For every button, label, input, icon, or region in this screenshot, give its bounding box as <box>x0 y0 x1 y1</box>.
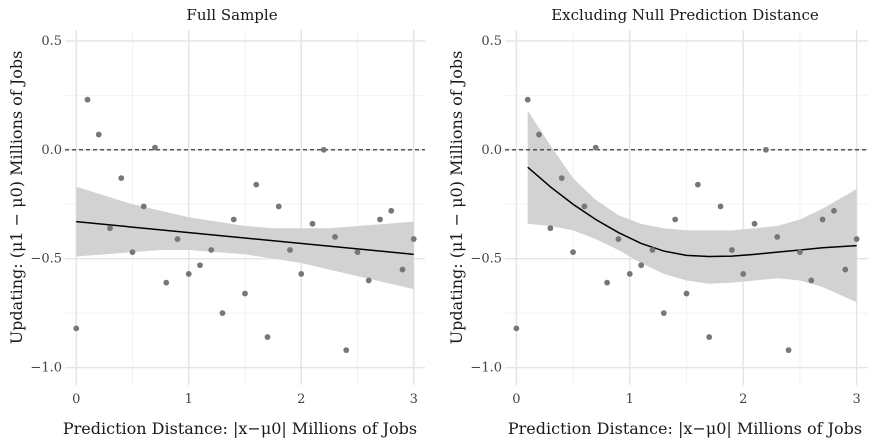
data-point <box>513 325 520 332</box>
data-point <box>763 146 769 153</box>
data-point <box>797 249 803 256</box>
data-point <box>185 271 192 277</box>
data-point <box>298 271 305 277</box>
x-tick-label: 1 <box>185 392 193 407</box>
y-axis-label: Updating: (μ1 − μ0) Millions of Jobs <box>447 51 466 345</box>
panel-1: 0 1 2 3 −1.0 −0.5 0.0 0.5 Full Sample Prediction … <box>7 6 425 438</box>
data-point <box>264 334 271 340</box>
data-point <box>320 146 327 153</box>
data-point <box>309 220 316 227</box>
data-point <box>649 247 656 253</box>
data-point <box>706 334 713 340</box>
data-point <box>399 266 406 273</box>
y-tick-label: 0.5 <box>481 34 502 49</box>
y-tick-label: −0.5 <box>470 252 502 267</box>
data-point <box>604 279 610 286</box>
panel-title: Full Sample <box>186 6 277 24</box>
fit-line <box>76 220 414 256</box>
data-point <box>547 225 554 232</box>
data-point <box>853 236 860 242</box>
data-point <box>275 203 282 210</box>
y-tick-label: 0.5 <box>41 34 62 49</box>
x-axis-label: Prediction Distance: |x−μ0| Millions of … <box>63 419 417 438</box>
data-point <box>524 96 531 103</box>
data-point <box>615 236 622 242</box>
data-point <box>365 277 372 284</box>
data-point <box>377 216 383 223</box>
data-point <box>140 203 147 210</box>
y-tick-label: −0.5 <box>30 252 62 267</box>
data-point <box>287 247 293 253</box>
data-point <box>253 181 260 188</box>
data-point <box>410 236 417 242</box>
x-tick-label: 2 <box>297 392 305 407</box>
data-point <box>717 203 724 210</box>
data-point <box>751 220 758 227</box>
data-point <box>118 175 125 181</box>
data-point <box>152 144 158 151</box>
data-point <box>808 277 815 284</box>
data-point <box>626 271 633 277</box>
x-tick-label: 0 <box>512 392 520 407</box>
data-point <box>774 234 781 240</box>
y-tick-label: −1.0 <box>30 361 62 376</box>
data-point <box>683 290 690 297</box>
x-tick-label: 0 <box>72 392 80 407</box>
data-point <box>242 290 248 297</box>
data-point <box>332 234 338 240</box>
data-point <box>163 279 170 286</box>
x-tick-label: 3 <box>853 392 861 407</box>
data-point <box>660 310 667 317</box>
fit-line <box>527 166 857 258</box>
x-tick-label: 1 <box>626 392 634 407</box>
panel-title: Excluding Null Prediction Distance <box>551 6 819 24</box>
data-point <box>819 216 826 223</box>
data-point <box>343 347 350 354</box>
y-axis-label: Updating: (μ1 − μ0) Millions of Jobs <box>7 51 26 345</box>
data-point <box>73 325 80 332</box>
data-point <box>592 144 599 151</box>
data-point <box>638 262 645 269</box>
confidence-band <box>527 110 857 303</box>
data-point <box>570 249 576 256</box>
data-point <box>842 266 849 273</box>
y-tick-label: 0.0 <box>41 143 62 158</box>
data-point <box>785 347 792 354</box>
data-point <box>95 131 102 138</box>
data-point <box>230 216 237 223</box>
data-point <box>107 225 113 232</box>
data-point <box>581 203 588 210</box>
x-axis-label: Prediction Distance: |x−μ0| Millions of … <box>508 419 862 438</box>
data-point <box>129 249 136 256</box>
panel-2: 0 1 2 3 −1.0 −0.5 0.0 0.5 Excluding Null Predict… <box>447 6 868 438</box>
data-point <box>174 236 181 242</box>
y-tick-label: 0.0 <box>481 143 502 158</box>
data-point <box>728 247 735 253</box>
data-point <box>694 181 701 188</box>
data-point <box>672 216 679 223</box>
data-point <box>208 247 215 253</box>
data-point <box>84 96 91 103</box>
data-point <box>831 207 837 214</box>
x-tick-label: 2 <box>739 392 747 407</box>
data-point <box>354 249 361 256</box>
y-tick-label: −1.0 <box>470 361 502 376</box>
data-point <box>219 310 226 317</box>
data-point <box>740 271 747 277</box>
data-point <box>388 207 395 214</box>
data-point <box>536 131 542 138</box>
x-tick-label: 3 <box>410 392 418 407</box>
data-point <box>197 262 203 269</box>
data-point <box>558 175 565 181</box>
